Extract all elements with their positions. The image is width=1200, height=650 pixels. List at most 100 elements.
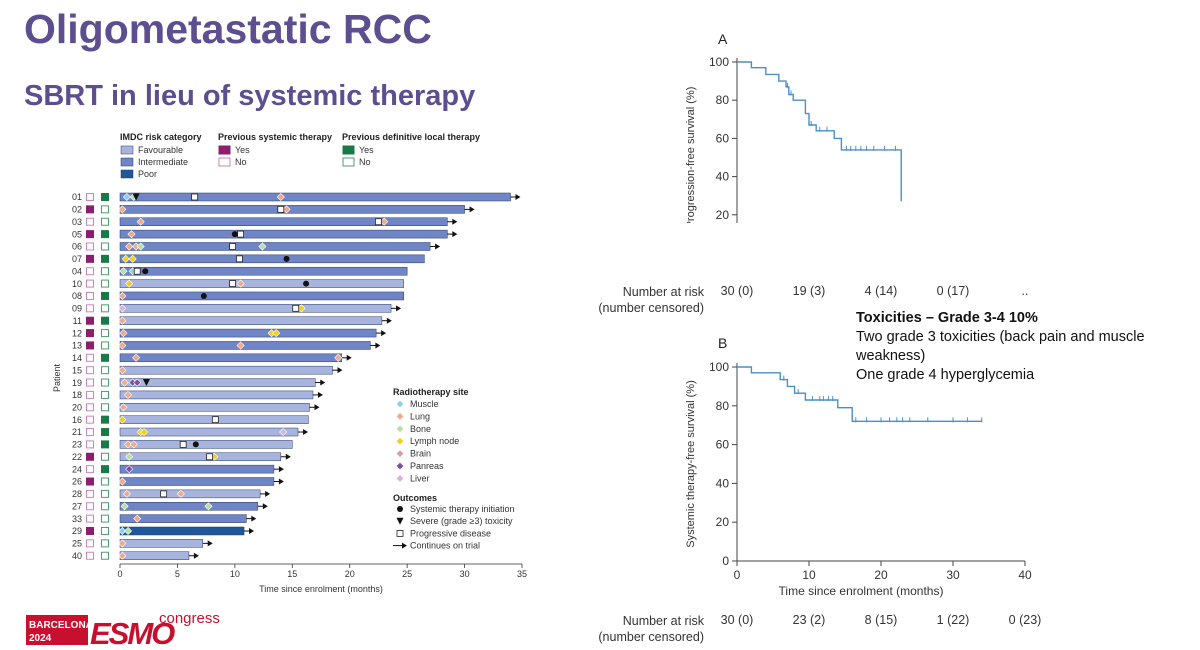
- systemic-no-marker: [86, 415, 94, 424]
- local-no-marker: [101, 489, 109, 498]
- patient-bar: [119, 390, 314, 400]
- risk-value: 19 (3): [792, 284, 826, 298]
- local-no-marker: [101, 242, 109, 251]
- systemic-no-marker: [86, 489, 94, 498]
- continues-arrow-head: [249, 527, 255, 534]
- swimmer-plot: Patient010203050607041008091112131415191…: [52, 132, 527, 594]
- patient-bar: [119, 539, 203, 548]
- legend-site-title: Radiotherapy site: [393, 387, 469, 397]
- patient-id: 33: [72, 514, 82, 524]
- radiotherapy-site-marker: [136, 242, 145, 251]
- systemic-therapy-marker: [303, 280, 310, 287]
- progressive-disease-marker: [211, 416, 219, 424]
- systemic-no-marker: [86, 390, 94, 399]
- continues-arrow-head: [346, 354, 352, 361]
- patient-id: 08: [72, 291, 82, 301]
- continues-arrow-head: [320, 379, 326, 386]
- swimmer-x-tick-label: 0: [117, 569, 122, 579]
- patient-id: 07: [72, 254, 82, 264]
- systemic-no-marker: [86, 267, 94, 276]
- radiotherapy-site-marker: [132, 353, 141, 362]
- legend-systemic-label: No: [235, 157, 247, 167]
- systemic-no-marker: [86, 440, 94, 449]
- legend-site-label: Muscle: [410, 399, 439, 409]
- systemic-yes-marker: [86, 341, 94, 350]
- km-x-tick-label: 20: [874, 568, 888, 582]
- swimmer-ylabel: Patient: [52, 363, 62, 392]
- radiotherapy-site-marker: [279, 428, 288, 437]
- km-curve: [737, 61, 902, 202]
- systemic-no-marker: [86, 193, 94, 201]
- risk-label-line2: (number censored): [598, 301, 704, 315]
- radiotherapy-site-marker: [124, 440, 133, 449]
- systemic-yes-marker: [86, 254, 94, 263]
- legend-site-label: Panreas: [410, 461, 444, 471]
- legend-outcome-systemic-marker: [397, 506, 403, 512]
- legend-site-label: Bone: [410, 424, 431, 434]
- local-no-marker: [101, 341, 109, 350]
- risk-label-a: Number at risk (number censored): [578, 284, 704, 316]
- radiotherapy-site-marker: [204, 502, 213, 511]
- km-y-tick-label: 0: [722, 554, 729, 568]
- progressive-disease-marker: [292, 304, 300, 312]
- local-yes-marker: [101, 428, 109, 437]
- continues-arrow-head: [207, 540, 213, 547]
- swimmer-x-tick-label: 35: [517, 569, 527, 579]
- radiotherapy-site-marker: [125, 279, 134, 288]
- legend-site-marker: [395, 424, 405, 434]
- progressive-disease-marker: [229, 280, 236, 287]
- radiotherapy-site-marker: [118, 304, 127, 313]
- radiotherapy-site-marker: [118, 539, 127, 548]
- continues-arrow-head: [375, 342, 381, 349]
- systemic-no-marker: [86, 242, 94, 251]
- continues-arrow-head: [337, 367, 343, 374]
- legend-site-marker: [395, 449, 405, 458]
- km-y-tick-label: 80: [716, 93, 730, 107]
- patient-bar: [119, 192, 511, 202]
- continues-arrow-head: [265, 490, 271, 497]
- systemic-no-marker: [86, 502, 94, 511]
- radiotherapy-site-marker: [118, 366, 127, 375]
- radiotherapy-site-marker: [276, 192, 285, 202]
- toxicity-marker: [132, 193, 140, 201]
- patient-id: 13: [72, 341, 82, 351]
- patient-bar: [119, 341, 371, 350]
- radiotherapy-site-marker: [136, 217, 145, 226]
- toxicities-line2: One grade 4 hyperglycemia: [856, 367, 1035, 383]
- legend-outcome-toxicity-marker: [396, 517, 404, 525]
- systemic-no-marker: [86, 428, 94, 437]
- patient-bar: [119, 403, 310, 412]
- panel-letter: B: [718, 335, 727, 351]
- radiotherapy-site-marker: [128, 254, 137, 263]
- local-yes-marker: [101, 291, 109, 300]
- local-no-marker: [101, 304, 109, 313]
- radiotherapy-site-marker: [118, 291, 127, 300]
- local-no-marker: [101, 329, 109, 338]
- km-xlabel: Time since enrolment (months): [779, 584, 944, 598]
- legend-risk-label: Favourable: [138, 145, 183, 155]
- systemic-therapy-marker: [200, 292, 207, 299]
- patient-id: 04: [72, 266, 82, 276]
- patient-id: 18: [72, 390, 82, 400]
- patient-id: 40: [72, 551, 82, 561]
- patient-bar: [119, 304, 392, 313]
- risk-value: 8 (15): [864, 613, 898, 627]
- local-no-marker: [101, 279, 109, 288]
- patient-id: 19: [72, 378, 82, 388]
- local-yes-marker: [101, 465, 109, 474]
- risk-value: 1 (22): [936, 613, 970, 627]
- local-yes-marker: [101, 440, 109, 449]
- legend-site-label: Liver: [410, 473, 430, 483]
- swimmer-x-tick-label: 20: [345, 569, 355, 579]
- continues-arrow-head: [193, 552, 199, 559]
- systemic-no-marker: [86, 304, 94, 313]
- continues-arrow-head: [435, 243, 441, 250]
- radiotherapy-site-marker: [119, 329, 128, 338]
- toxicity-marker: [142, 379, 150, 387]
- logo-word: congress: [159, 610, 220, 627]
- local-no-marker: [101, 477, 109, 486]
- risk-value: 0 (23): [1008, 613, 1042, 627]
- systemic-yes-marker: [86, 205, 94, 214]
- km-y-tick-label: 20: [716, 208, 730, 222]
- radiotherapy-site-marker: [334, 353, 343, 362]
